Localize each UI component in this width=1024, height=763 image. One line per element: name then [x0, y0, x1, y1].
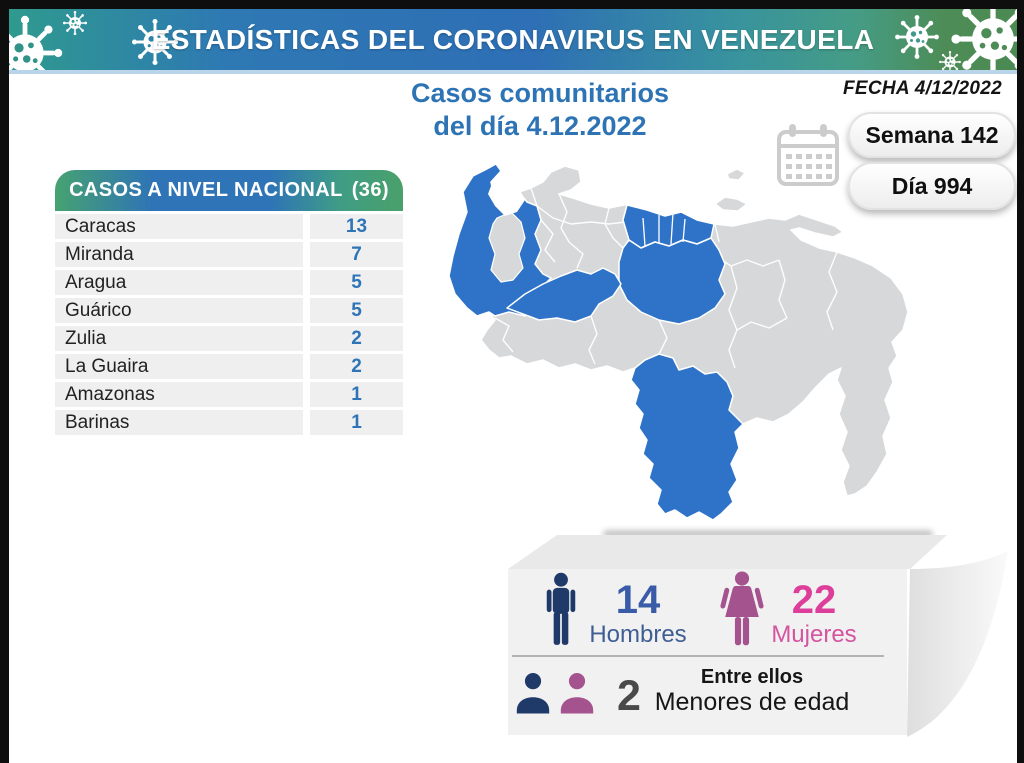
menores-line1: Entre ellos [700, 666, 804, 688]
state-name: Guárico [55, 298, 303, 323]
map-island [726, 168, 746, 181]
virus-icon [9, 15, 63, 70]
state-cases: 2 [310, 326, 403, 351]
child-bust-plum-icon [560, 673, 594, 714]
state-cases: 1 [310, 410, 403, 435]
table-row: Aragua 5 [55, 270, 403, 295]
child-bust-navy-icon [516, 673, 550, 714]
map-gulf-of-venezuela [488, 182, 525, 216]
map-state-barinas [506, 267, 622, 323]
mujeres-stat: 22 Mujeres [756, 580, 872, 648]
banner-underline [9, 70, 1017, 74]
cases-table-total: (36) [351, 179, 389, 201]
page-title: ESTADÍSTICAS DEL CORONAVIRUS EN VENEZUEL… [151, 23, 875, 55]
panel-right-flap [907, 551, 1008, 737]
state-cases: 2 [310, 354, 403, 379]
state-cases: 1 [310, 382, 403, 407]
virus-icon [951, 9, 1017, 70]
woman-icon [720, 571, 764, 646]
panel-top-face [508, 535, 947, 569]
state-cases: 5 [310, 270, 403, 295]
table-row: Amazonas 1 [55, 382, 403, 407]
hombres-label: Hombres [589, 621, 687, 648]
cases-table-title: CASOS A NIVEL NACIONAL [69, 179, 343, 201]
state-cases: 5 [310, 298, 403, 323]
virus-icon [62, 10, 88, 36]
subtitle: Casos comunitarios del día 4.12.2022 [300, 77, 780, 143]
table-row: Guárico 5 [55, 298, 403, 323]
map-state-coastal-aragua-caracas-laguaira-miranda [622, 204, 715, 249]
table-row: Barinas 1 [55, 410, 403, 435]
table-row: Zulia 2 [55, 326, 403, 351]
fecha-label: FECHA 4/12/2022 [842, 78, 1002, 99]
badge-dia: Día 994 [848, 162, 1016, 210]
cases-table: CASOS A NIVEL NACIONAL (36) Caracas 13 Mi… [55, 170, 403, 438]
state-name: Caracas [55, 214, 303, 239]
virus-icon [939, 51, 961, 70]
table-row: Miranda 7 [55, 242, 403, 267]
state-name: Zulia [55, 326, 303, 351]
state-name: Miranda [55, 242, 303, 267]
hombres-stat: 14 Hombres [580, 580, 696, 648]
state-cases: 7 [310, 242, 403, 267]
cases-table-header: CASOS A NIVEL NACIONAL (36) [55, 170, 403, 211]
coastal-state-dividers [642, 212, 686, 247]
map-state-guarico [618, 237, 726, 325]
mujeres-count: 22 [791, 578, 837, 622]
man-icon [546, 572, 576, 645]
state-name: La Guaira [55, 354, 303, 379]
state-borders [494, 187, 838, 369]
mujeres-label: Mujeres [771, 621, 857, 648]
calendar-icon [777, 124, 839, 186]
map-state-amazonas [630, 353, 744, 521]
subtitle-line2: del día 4.12.2022 [433, 111, 647, 141]
state-name: Barinas [55, 410, 303, 435]
hombres-count: 14 [615, 578, 661, 622]
menores-line2: Menores de edad [654, 688, 850, 716]
state-name: Amazonas [55, 382, 303, 407]
table-row: Caracas 13 [55, 214, 403, 239]
panel-divider [512, 655, 884, 657]
table-row: La Guaira 2 [55, 354, 403, 379]
venezuela-map [448, 163, 909, 521]
map-island-margarita [714, 196, 748, 212]
subtitle-line1: Casos comunitarios [410, 78, 670, 108]
state-name: Aragua [55, 270, 303, 295]
map-lake-maracaibo [488, 211, 526, 283]
menores-count: 2 [617, 672, 641, 720]
header-banner: ESTADÍSTICAS DEL CORONAVIRUS EN VENEZUEL… [9, 9, 1017, 70]
state-cases: 13 [310, 214, 403, 239]
menores-text: Entre ellos Menores de edad [648, 665, 856, 716]
virus-icon [895, 15, 939, 59]
badge-semana: Semana 142 [848, 112, 1016, 158]
